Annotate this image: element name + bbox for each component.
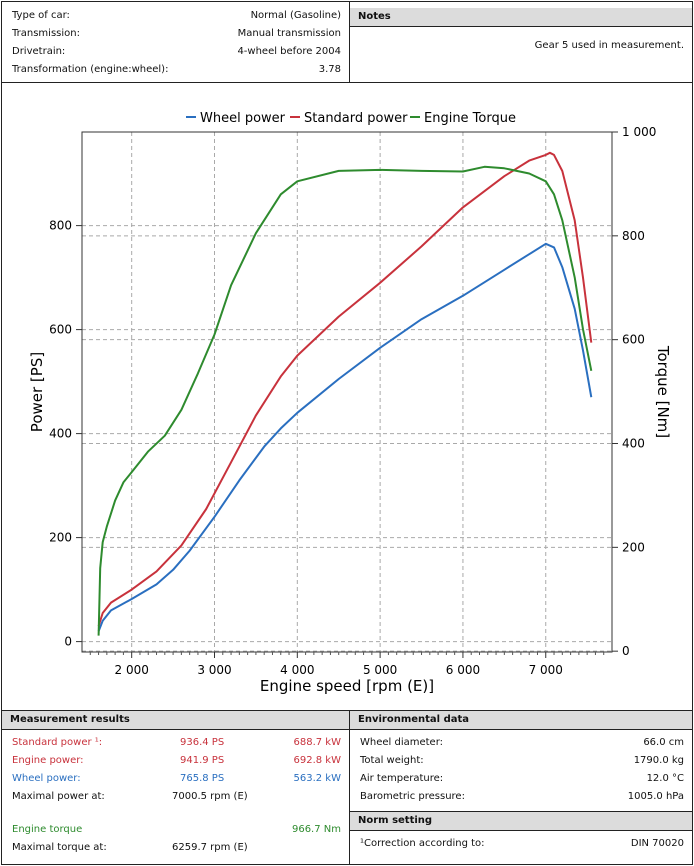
y2-tick-label: 0 [622, 644, 630, 658]
y2-tick-label: 200 [622, 540, 645, 554]
info-row-car-type: Type of car: Normal (Gasoline) [12, 10, 341, 21]
norm-row-correction: ¹Correction according to: DIN 70020 [360, 838, 684, 849]
norm-setting-panel: Norm setting ¹Correction according to: D… [350, 811, 692, 849]
y-tick-label: 800 [49, 219, 72, 233]
info-row-transformation: Transformation (engine:wheel): 3.78 [12, 64, 341, 75]
y2-tick-label: 600 [622, 333, 645, 347]
y-tick-label: 0 [64, 635, 72, 649]
notes-panel: Notes Gear 5 used in measurement. [350, 2, 692, 83]
notes-text: Gear 5 used in measurement. [534, 40, 684, 51]
x-tick-label: 2 000 [115, 663, 149, 677]
row-engine-torque: Engine torque 966.7 Nm [12, 824, 341, 835]
norm-setting-title: Norm setting [350, 811, 692, 831]
row-standard-power: Standard power ¹: 936.4 PS 688.7 kW [12, 737, 341, 748]
y-tick-label: 600 [49, 323, 72, 337]
vehicle-info-panel: Type of car: Normal (Gasoline) Transmiss… [2, 2, 350, 83]
y2-tick-label: 800 [622, 229, 645, 243]
x-axis-label: Engine speed [rpm (E)] [260, 677, 434, 695]
measurement-results-panel: Measurement results Standard power ¹: 93… [2, 711, 350, 865]
x-tick-label: 5 000 [363, 663, 397, 677]
engine-torque-legend-label: Engine Torque [424, 111, 516, 126]
standard-power-legend-label: Standard power [304, 111, 408, 126]
y-tick-label: 400 [49, 427, 72, 441]
results-section: Measurement results Standard power ¹: 93… [2, 710, 692, 865]
y2-tick-label: 1 000 [622, 125, 656, 139]
row-maximal-torque: Maximal torque at: 6259.7 rpm (E) [12, 842, 248, 853]
env-row-air-temperature: Air temperature: 12.0 °C [360, 773, 684, 784]
row-engine-power: Engine power: 941.9 PS 692.8 kW [12, 755, 341, 766]
environmental-data-title: Environmental data [350, 711, 692, 730]
x-tick-label: 7 000 [529, 663, 563, 677]
row-wheel-power: Wheel power: 765.8 PS 563.2 kW [12, 773, 341, 784]
wheel-power-line [97, 242, 593, 632]
env-row-barometric-pressure: Barometric pressure: 1005.0 hPa [360, 791, 684, 802]
x-tick-label: 4 000 [280, 663, 314, 677]
info-row-transmission: Transmission: Manual transmission [12, 28, 341, 39]
engine-torque-line [97, 165, 593, 636]
standard-power-line [97, 151, 593, 627]
environmental-data-panel: Environmental data Wheel diameter: 66.0 … [350, 711, 692, 865]
notes-title: Notes [350, 2, 692, 27]
info-row-drivetrain: Drivetrain: 4-wheel before 2004 [12, 46, 341, 57]
chart-svg: 2 000 3 000 4 000 5 000 6 000 7 000 0 200 400 600… [28, 111, 672, 695]
row-maximal-power: Maximal power at: 7000.5 rpm (E) [12, 791, 248, 802]
y-tick-label: 200 [49, 531, 72, 545]
x-tick-label: 3 000 [197, 663, 231, 677]
wheel-power-legend-label: Wheel power [200, 111, 286, 126]
plot-area [81, 131, 613, 653]
x-tick-label: 6 000 [446, 663, 480, 677]
y-axis-label: Power [PS] [28, 352, 46, 432]
y2-tick-label: 400 [622, 437, 645, 451]
env-row-total-weight: Total weight: 1790.0 kg [360, 755, 684, 766]
dyno-chart: 2 000 3 000 4 000 5 000 6 000 7 000 0 200 400 600… [2, 84, 692, 709]
env-row-wheel-diameter: Wheel diameter: 66.0 cm [360, 737, 684, 748]
y2-axis-label: Torque [Nm] [654, 345, 672, 438]
measurement-results-title: Measurement results [2, 711, 349, 730]
